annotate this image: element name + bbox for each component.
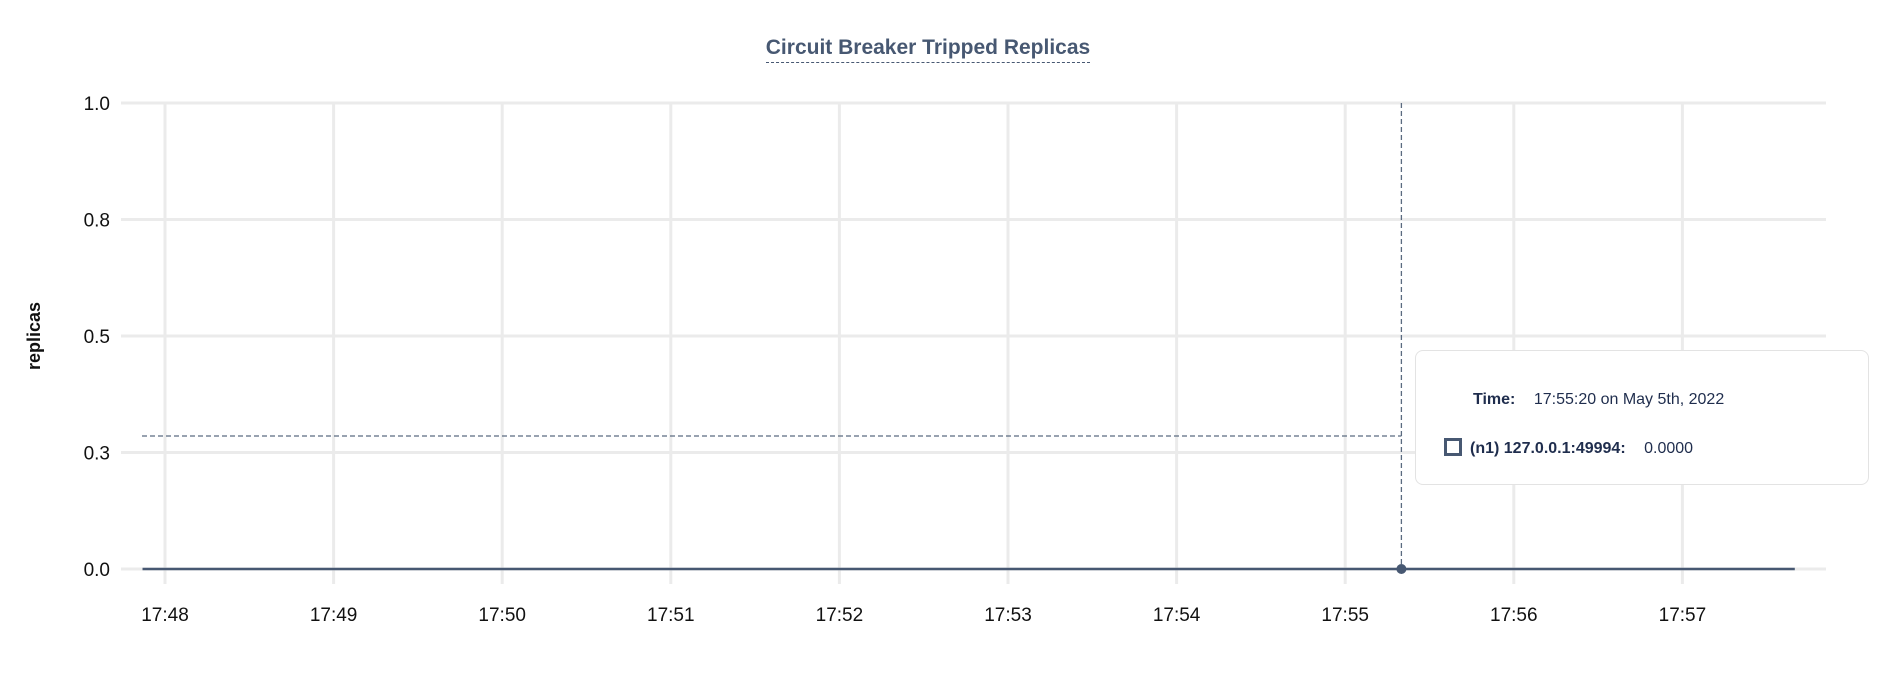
hover-point: [1396, 564, 1407, 574]
tooltip-time-label: Time:: [1473, 391, 1516, 408]
y-tick-label: 1.0: [84, 94, 110, 115]
x-tick-label: 17:54: [1153, 605, 1201, 626]
x-tick-label: 17:49: [310, 605, 358, 626]
x-tick-label: 17:56: [1490, 605, 1538, 626]
x-tick-label: 17:51: [647, 605, 695, 626]
y-tick-label: 0.3: [84, 444, 110, 465]
series-square-icon: [1444, 438, 1462, 456]
y-tick-label: 0.8: [84, 211, 110, 232]
tooltip: Time: 17:55:20 on May 5th, 2022 (n1) 127…: [1415, 350, 1869, 485]
x-tick-label: 17:53: [984, 605, 1032, 626]
x-tick-label: 17:57: [1659, 605, 1707, 626]
chart-title-wrap: Circuit Breaker Tripped Replicas: [0, 36, 1856, 63]
tooltip-time-value: 17:55:20 on May 5th, 2022: [1533, 391, 1725, 408]
y-axis-label: replicas: [24, 302, 44, 370]
y-tick-label: 0.5: [84, 327, 110, 348]
tooltip-series-label: (n1) 127.0.0.1:49994:: [1470, 440, 1626, 457]
y-tick-label: 0.0: [84, 560, 110, 581]
x-tick-label: 17:55: [1321, 605, 1369, 626]
tooltip-series-value: 0.0000: [1644, 440, 1694, 457]
x-tick-label: 17:50: [478, 605, 526, 626]
x-tick-label: 17:48: [141, 605, 189, 626]
x-tick-label: 17:52: [816, 605, 864, 626]
chart-title[interactable]: Circuit Breaker Tripped Replicas: [765, 36, 1091, 63]
